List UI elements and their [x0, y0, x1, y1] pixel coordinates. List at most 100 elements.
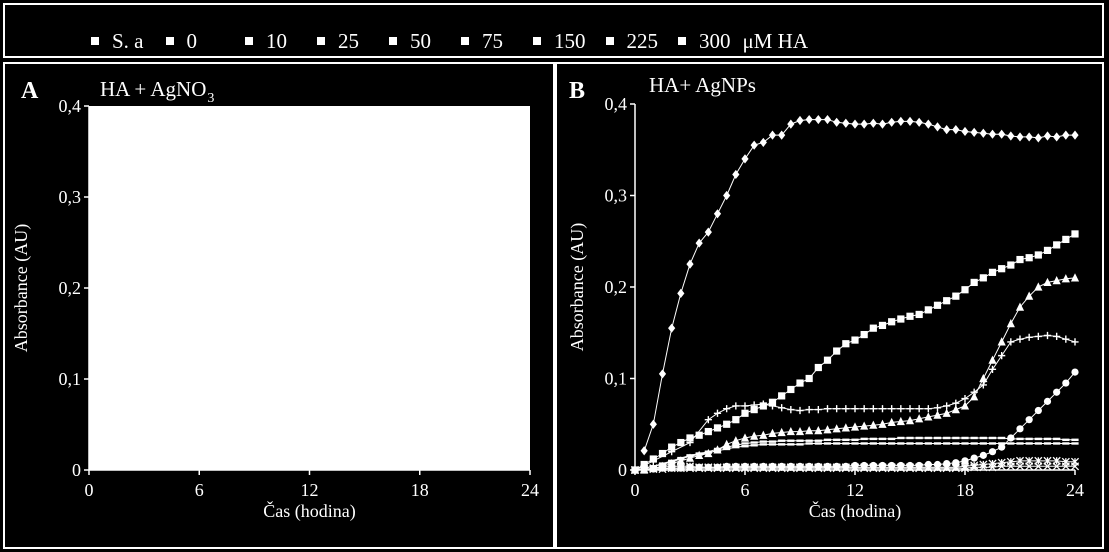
data-point: [668, 448, 676, 456]
data-point: [970, 436, 978, 440]
data-point: [750, 464, 759, 473]
data-point: [777, 464, 786, 473]
data-point: [787, 385, 795, 394]
y-tick-label: 0: [618, 460, 627, 480]
data-point: [668, 443, 676, 451]
data-point: [1062, 235, 1070, 244]
data-point: [915, 117, 923, 127]
data-point: [640, 465, 649, 474]
data-point: [1071, 368, 1079, 376]
data-point: [805, 406, 813, 414]
data-point: [988, 129, 997, 139]
data-point: [1053, 132, 1061, 142]
data-point: [732, 445, 740, 449]
data-point: [796, 115, 804, 126]
data-point: [668, 323, 676, 333]
data-point: [924, 405, 932, 413]
data-point: [723, 447, 731, 451]
data-point: [750, 406, 758, 414]
legend-label: 25: [338, 28, 359, 53]
data-point: [741, 154, 749, 164]
data-point: [833, 438, 841, 442]
data-point: [713, 464, 722, 473]
data-point: [988, 448, 997, 456]
data-point: [741, 402, 749, 410]
data-point: [768, 402, 777, 410]
data-point: [943, 402, 951, 410]
data-point: [915, 464, 924, 473]
data-point: [988, 436, 997, 440]
data-point: [1043, 331, 1052, 340]
data-point: [1034, 442, 1042, 445]
data-point: [686, 455, 694, 458]
data-point: [832, 464, 841, 473]
data-point: [833, 405, 841, 413]
data-point: [842, 118, 850, 128]
data-point: [1025, 462, 1034, 471]
data-point: [979, 373, 988, 383]
data-point: [805, 439, 813, 442]
data-point: [704, 427, 712, 436]
data-point: [1007, 338, 1015, 346]
data-point: [878, 437, 887, 441]
data-point: [1043, 462, 1052, 471]
data-point: [795, 464, 805, 473]
data-point: [897, 405, 905, 413]
data-point: [814, 363, 822, 372]
data-point: [961, 457, 969, 465]
data-point: [740, 464, 750, 473]
data-point: [731, 464, 740, 473]
legend-label: 150: [554, 28, 586, 53]
data-point: [1053, 437, 1061, 441]
data-point: [1015, 462, 1025, 471]
data-point: [1025, 416, 1033, 424]
data-point: [1025, 254, 1033, 262]
data-point: [915, 414, 924, 423]
legend-item: 50: [389, 29, 431, 54]
data-point: [1025, 333, 1033, 341]
data-point: [906, 436, 914, 440]
data-point: [833, 117, 841, 127]
y-axis-label: Absorbance (AU): [567, 223, 588, 351]
data-point: [878, 419, 887, 428]
data-point: [924, 306, 932, 314]
data-point: [630, 465, 640, 475]
data-point: [943, 297, 951, 305]
data-point: [796, 443, 804, 446]
data-point: [833, 347, 841, 355]
x-tick-label: 12: [301, 480, 319, 500]
data-point: [1043, 131, 1052, 141]
data-point: [777, 427, 786, 437]
data-point: [768, 428, 777, 437]
data-point: [676, 464, 685, 473]
data-point: [805, 442, 813, 445]
data-point: [1015, 302, 1025, 311]
data-point: [1016, 132, 1024, 142]
y-tick-label: 0,4: [59, 96, 82, 116]
data-point: [988, 459, 997, 468]
data-point: [897, 436, 905, 440]
data-point: [1070, 462, 1080, 471]
data-point: [723, 405, 731, 413]
series-line: [635, 277, 1076, 471]
data-point: [842, 442, 850, 445]
data-point: [842, 405, 850, 413]
data-point: [988, 355, 997, 364]
data-point: [795, 426, 805, 436]
data-point: [1007, 437, 1015, 441]
data-point: [704, 416, 712, 424]
data-point: [796, 379, 804, 387]
data-point: [685, 464, 695, 473]
data-point: [1016, 437, 1024, 441]
data-point: [1034, 133, 1042, 143]
data-point: [768, 398, 777, 406]
data-point: [951, 464, 960, 473]
data-point: [805, 464, 814, 473]
legend-item: 225: [605, 29, 658, 54]
x-tick-label: 6: [195, 480, 204, 500]
data-point: [988, 365, 997, 373]
data-point: [869, 324, 877, 332]
data-point: [832, 424, 841, 433]
data-point: [887, 464, 896, 473]
data-point: [924, 119, 932, 129]
